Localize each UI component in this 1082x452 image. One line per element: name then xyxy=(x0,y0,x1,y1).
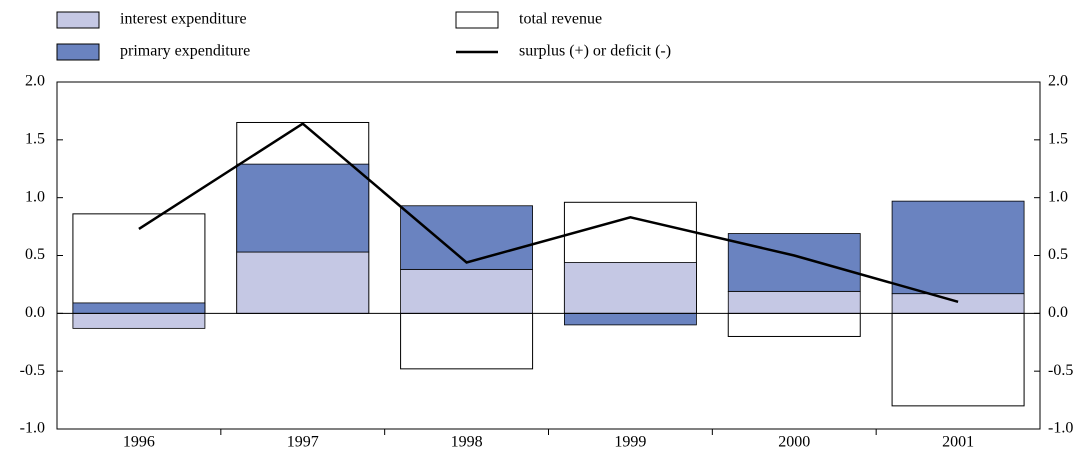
x-tick-label: 1998 xyxy=(451,434,483,451)
y2-tick-label: 0.5 xyxy=(1048,246,1068,263)
y-tick-label: -0.5 xyxy=(20,362,45,379)
x-tick-label: 2001 xyxy=(942,434,974,451)
y2-tick-label: 2.0 xyxy=(1048,73,1068,90)
legend-swatch xyxy=(455,11,499,29)
stack-bar xyxy=(564,262,697,314)
stack-bar xyxy=(891,293,1025,314)
x-tick-label: 1999 xyxy=(614,434,646,451)
legend-swatch xyxy=(56,11,100,29)
stack-bar xyxy=(400,268,533,314)
y-tick-label: 2.0 xyxy=(25,73,45,90)
y2-tick-label: -0.5 xyxy=(1048,362,1073,379)
stack-bar xyxy=(400,205,533,270)
stack-bar xyxy=(564,312,697,326)
y-tick-label: -1.0 xyxy=(20,420,45,437)
revenue-bar xyxy=(400,312,534,370)
y-tick-label: 1.5 xyxy=(25,131,45,148)
legend-swatch xyxy=(56,43,100,61)
y2-tick-label: 1.0 xyxy=(1048,188,1068,205)
revenue-bar xyxy=(891,312,1025,407)
y2-tick-label: 0.0 xyxy=(1048,304,1068,321)
y-tick-label: 0.5 xyxy=(25,246,45,263)
legend-label: primary expenditure xyxy=(120,43,250,60)
stack-bar xyxy=(72,302,206,314)
stack-bar xyxy=(72,312,206,329)
revenue-bar xyxy=(727,312,861,337)
stack-bar xyxy=(727,290,861,314)
stack-bar xyxy=(236,251,370,314)
y-tick-label: 0.0 xyxy=(25,304,45,321)
x-tick-label: 2000 xyxy=(778,434,810,451)
revenue-bar xyxy=(72,213,206,314)
stack-bar xyxy=(236,163,370,253)
legend-label: surplus (+) or deficit (-) xyxy=(519,43,671,60)
y2-tick-label: -1.0 xyxy=(1048,420,1073,437)
stack-bar xyxy=(891,200,1025,295)
y2-tick-label: 1.5 xyxy=(1048,131,1068,148)
surplus-line xyxy=(138,122,959,303)
stack-bar xyxy=(727,233,861,292)
legend-label: total revenue xyxy=(519,11,602,28)
x-tick-label: 1996 xyxy=(123,434,155,451)
legend-label: interest expenditure xyxy=(120,11,247,28)
y-tick-label: 1.0 xyxy=(25,188,45,205)
x-tick-label: 1997 xyxy=(287,434,319,451)
